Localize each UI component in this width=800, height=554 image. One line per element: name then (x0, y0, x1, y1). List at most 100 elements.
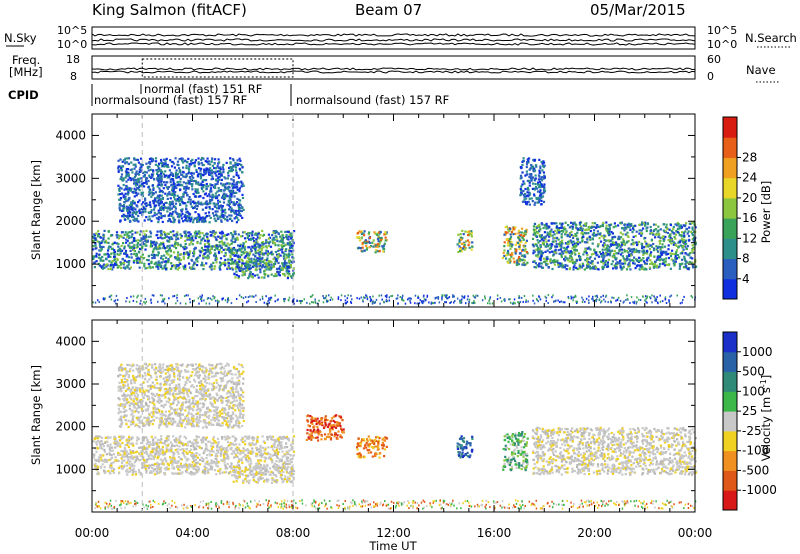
echo-cell (145, 182, 148, 185)
echo-cell (532, 169, 535, 172)
echo-cell (457, 250, 460, 254)
ground-echo (649, 296, 651, 299)
echo-cell (533, 232, 536, 235)
echo-cell (151, 215, 154, 218)
ground-echo (130, 295, 132, 298)
echo-cell (285, 261, 288, 265)
echo-cell (378, 245, 381, 248)
echo-cell (652, 247, 656, 250)
echo-cell (640, 264, 643, 267)
echo-cell (617, 224, 620, 227)
echo-cell (118, 198, 121, 201)
echo-cell (186, 237, 189, 240)
echo-cell (235, 221, 238, 224)
echo-cell (219, 168, 222, 171)
echo-cell (229, 258, 232, 261)
ground-echo (443, 294, 446, 297)
echo-cell (532, 245, 535, 248)
echo-cell (189, 201, 192, 204)
echo-cell (581, 239, 584, 242)
echo-cell (137, 220, 140, 223)
echo-cell (276, 254, 279, 257)
echo-cell (130, 253, 133, 256)
echo-cell (154, 204, 158, 207)
echo-cell (243, 439, 247, 442)
echo-cell (693, 221, 696, 224)
ground-echo (94, 301, 97, 304)
echo-cell (539, 167, 542, 170)
echo-cell (363, 249, 366, 252)
echo-cell (288, 242, 291, 245)
echo-cell (626, 234, 629, 237)
ground-echo (500, 300, 503, 303)
echo-cell (156, 170, 159, 173)
echo-cell (557, 261, 560, 265)
echo-cell (168, 176, 171, 179)
echo-cell (259, 260, 262, 263)
echo-cell (158, 263, 161, 267)
echo-cell (503, 245, 506, 248)
echo-cell (123, 188, 126, 191)
echo-cell (119, 186, 122, 189)
echo-cell (144, 240, 147, 243)
echo-cell (132, 259, 136, 262)
ground-echo (452, 295, 454, 298)
echo-cell (231, 253, 234, 256)
echo-cell (138, 211, 141, 214)
echo-cell (148, 190, 151, 193)
echo-cell (290, 237, 293, 240)
ground-echo (330, 296, 332, 299)
echo-cell (230, 239, 233, 242)
echo-cell (649, 254, 652, 257)
echo-cell (103, 263, 106, 266)
echo-cell (361, 250, 364, 253)
echo-cell (192, 176, 195, 179)
echo-cell (574, 233, 577, 236)
echo-cell (199, 169, 202, 172)
echo-cell (286, 230, 289, 233)
ground-echo (409, 297, 411, 300)
echo-cell (242, 184, 245, 187)
echo-cell (98, 264, 101, 267)
echo-cell (107, 268, 110, 271)
echo-cell (258, 250, 262, 254)
echo-cell (692, 248, 695, 251)
echo-cell (226, 171, 230, 174)
echo-cell (557, 231, 561, 234)
echo-cell (256, 257, 259, 260)
echo-cell (219, 244, 222, 248)
ground-echo (113, 300, 115, 303)
echo-cell (150, 173, 154, 176)
echo-cell (518, 231, 521, 234)
echo-cell (525, 170, 528, 173)
echo-cell (149, 230, 152, 233)
echo-cell (92, 248, 95, 251)
echo-cell (361, 241, 364, 245)
echo-cell (657, 266, 660, 269)
echo-cell (135, 219, 138, 222)
echo-cell (107, 255, 110, 258)
echo-cell (585, 266, 588, 270)
echo-cell (221, 166, 224, 169)
echo-cell (688, 253, 691, 256)
ground-echo (365, 294, 368, 297)
echo-cell (164, 183, 167, 186)
echo-cell (520, 227, 524, 230)
ground-echo (441, 296, 443, 299)
echo-cell (365, 244, 368, 248)
echo-cell (522, 190, 525, 193)
echo-cell (201, 183, 204, 187)
echo-cell (374, 244, 378, 247)
ground-echo (691, 296, 694, 299)
echo-cell (156, 178, 159, 181)
echo-cell (238, 187, 241, 190)
echo-cell (237, 275, 240, 278)
echo-cell (208, 169, 211, 172)
ground-echo (625, 298, 627, 301)
ground-echo (98, 301, 100, 304)
echo-cell (201, 220, 204, 223)
ground-echo (472, 294, 475, 297)
echo-cell (175, 238, 178, 241)
echo-cell (548, 233, 551, 236)
echo-cell (147, 179, 150, 183)
